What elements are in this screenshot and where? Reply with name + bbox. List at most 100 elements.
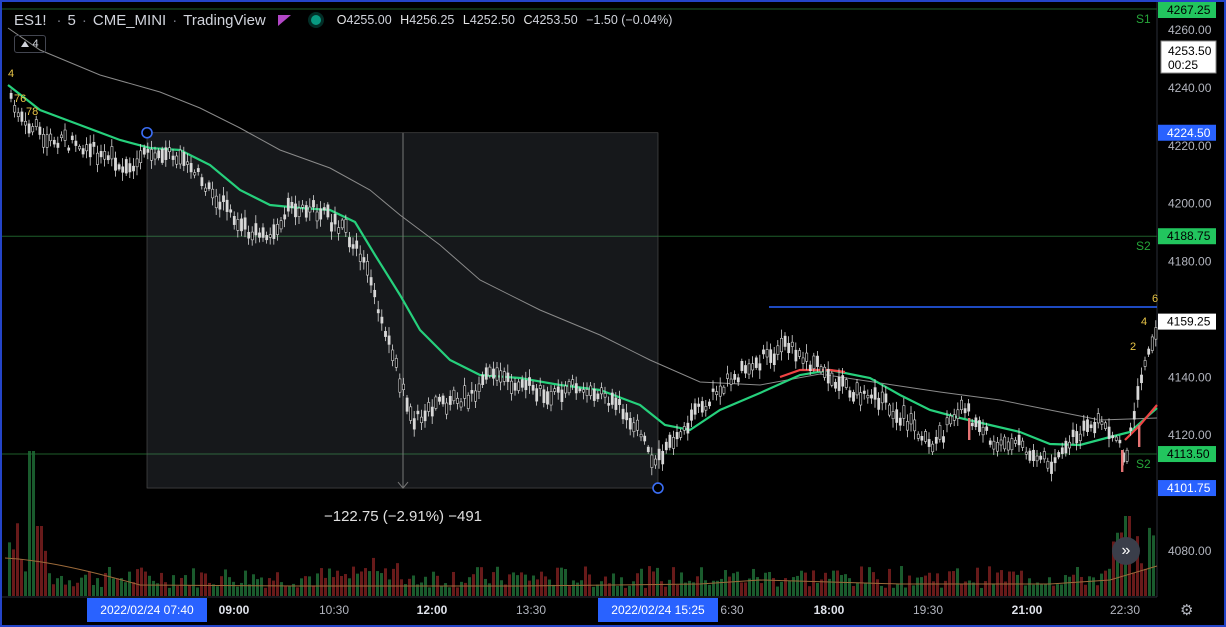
candle-body — [416, 410, 420, 415]
interval[interactable]: 5 — [67, 11, 76, 29]
candle-body — [304, 205, 308, 218]
candle-body — [157, 150, 161, 159]
volume-bar — [8, 542, 11, 596]
volume-bar — [1076, 567, 1079, 596]
volume-bar — [584, 566, 587, 596]
gear-icon[interactable]: ⚙ — [1180, 602, 1194, 619]
candle-body — [1028, 450, 1032, 461]
candle-body — [1068, 441, 1071, 449]
candle-body — [528, 377, 531, 386]
flag-icon[interactable] — [277, 14, 291, 26]
candle-body — [531, 384, 535, 391]
candle-body — [1017, 434, 1021, 446]
candle-body — [524, 380, 528, 391]
volume-bar — [1104, 570, 1107, 596]
volume-bar — [724, 570, 727, 596]
candle-body — [1143, 360, 1147, 367]
sma-line — [7, 27, 1158, 421]
candle-body — [783, 335, 787, 347]
volume-bar — [504, 584, 507, 596]
price-badge-label: 4188.75 — [1167, 229, 1211, 243]
ohlc-values: O4255.00 H4256.25 L4252.50 C4253.50 −1.5… — [336, 13, 673, 27]
candle-body — [956, 409, 960, 419]
candle-body — [675, 432, 679, 440]
volume-bar — [248, 584, 251, 596]
candle-body — [196, 168, 200, 172]
volume-bar — [760, 583, 763, 596]
symbol-name[interactable]: ES1! — [14, 11, 47, 29]
candle-body — [1042, 451, 1046, 460]
candle-body — [657, 448, 661, 461]
volume-bar — [212, 584, 215, 596]
time-tick: 6:30 — [720, 603, 744, 617]
candle-body — [1046, 460, 1050, 469]
candle-body — [236, 219, 240, 231]
candle-body — [718, 385, 722, 397]
annotation-label: 4 — [1141, 316, 1147, 328]
candle-body — [780, 338, 783, 353]
candle-body — [146, 149, 150, 153]
volume-bar — [480, 567, 483, 596]
candle-body — [564, 385, 567, 394]
candle-body-red — [1121, 450, 1124, 472]
volume-bar — [300, 578, 303, 596]
last-price-box — [1160, 40, 1217, 74]
volume-bar — [1044, 584, 1047, 596]
volume-bar — [224, 569, 227, 596]
volume-bar — [1064, 575, 1067, 596]
candle-body — [171, 155, 175, 160]
candle-body — [510, 380, 513, 394]
volume-bar — [608, 583, 611, 596]
candle-body — [664, 441, 668, 451]
volume-bar — [1036, 582, 1039, 596]
candle-body — [49, 133, 53, 142]
volume-bar — [36, 526, 39, 596]
volume-bar — [396, 563, 399, 596]
volume-bar — [748, 578, 751, 596]
volume-bar — [444, 583, 447, 596]
volume-bar — [148, 575, 151, 596]
volume-bar — [56, 578, 59, 596]
candle-body — [805, 352, 809, 362]
candle-body — [409, 406, 413, 421]
time-tick: 09:00 — [219, 603, 250, 617]
candle-body — [1039, 455, 1043, 460]
volume-bar — [992, 583, 995, 596]
candle-body — [636, 419, 639, 431]
exchange: CME_MINI — [92, 11, 167, 29]
volume-bar — [236, 586, 239, 596]
candle-body — [506, 372, 510, 382]
candle-body — [394, 358, 398, 368]
volume-bar — [784, 578, 787, 596]
candle-body — [1032, 449, 1035, 461]
candle-body — [700, 401, 704, 413]
price-tick: 4180.00 — [1168, 255, 1212, 269]
candle-body — [211, 188, 215, 199]
volume-bar — [20, 558, 23, 596]
volume-bar — [568, 586, 571, 596]
candle-body — [308, 206, 312, 213]
volume-bar — [580, 580, 583, 596]
volume-bar — [1028, 578, 1031, 596]
volume-bar — [512, 572, 515, 596]
scroll-to-realtime-button[interactable]: » — [1112, 537, 1140, 565]
bar-countdown: 00:25 — [1168, 58, 1198, 72]
candle-body — [189, 163, 193, 173]
candle-body — [27, 123, 31, 134]
candle-body — [650, 454, 654, 468]
candle-body — [92, 142, 96, 147]
indicator-count: 4 — [32, 38, 39, 50]
candle-body — [686, 422, 690, 434]
candle-body — [459, 401, 463, 408]
volume-bar — [168, 587, 171, 596]
indicators-toggle-button[interactable]: 4 — [14, 35, 46, 53]
candle-body — [830, 372, 834, 386]
candle-body — [315, 211, 319, 222]
candle-body — [121, 166, 125, 173]
candle-body — [207, 182, 211, 190]
candle-body — [45, 134, 49, 148]
volume-bar — [260, 577, 263, 596]
volume-bar — [812, 570, 815, 596]
candle-body — [967, 403, 971, 412]
